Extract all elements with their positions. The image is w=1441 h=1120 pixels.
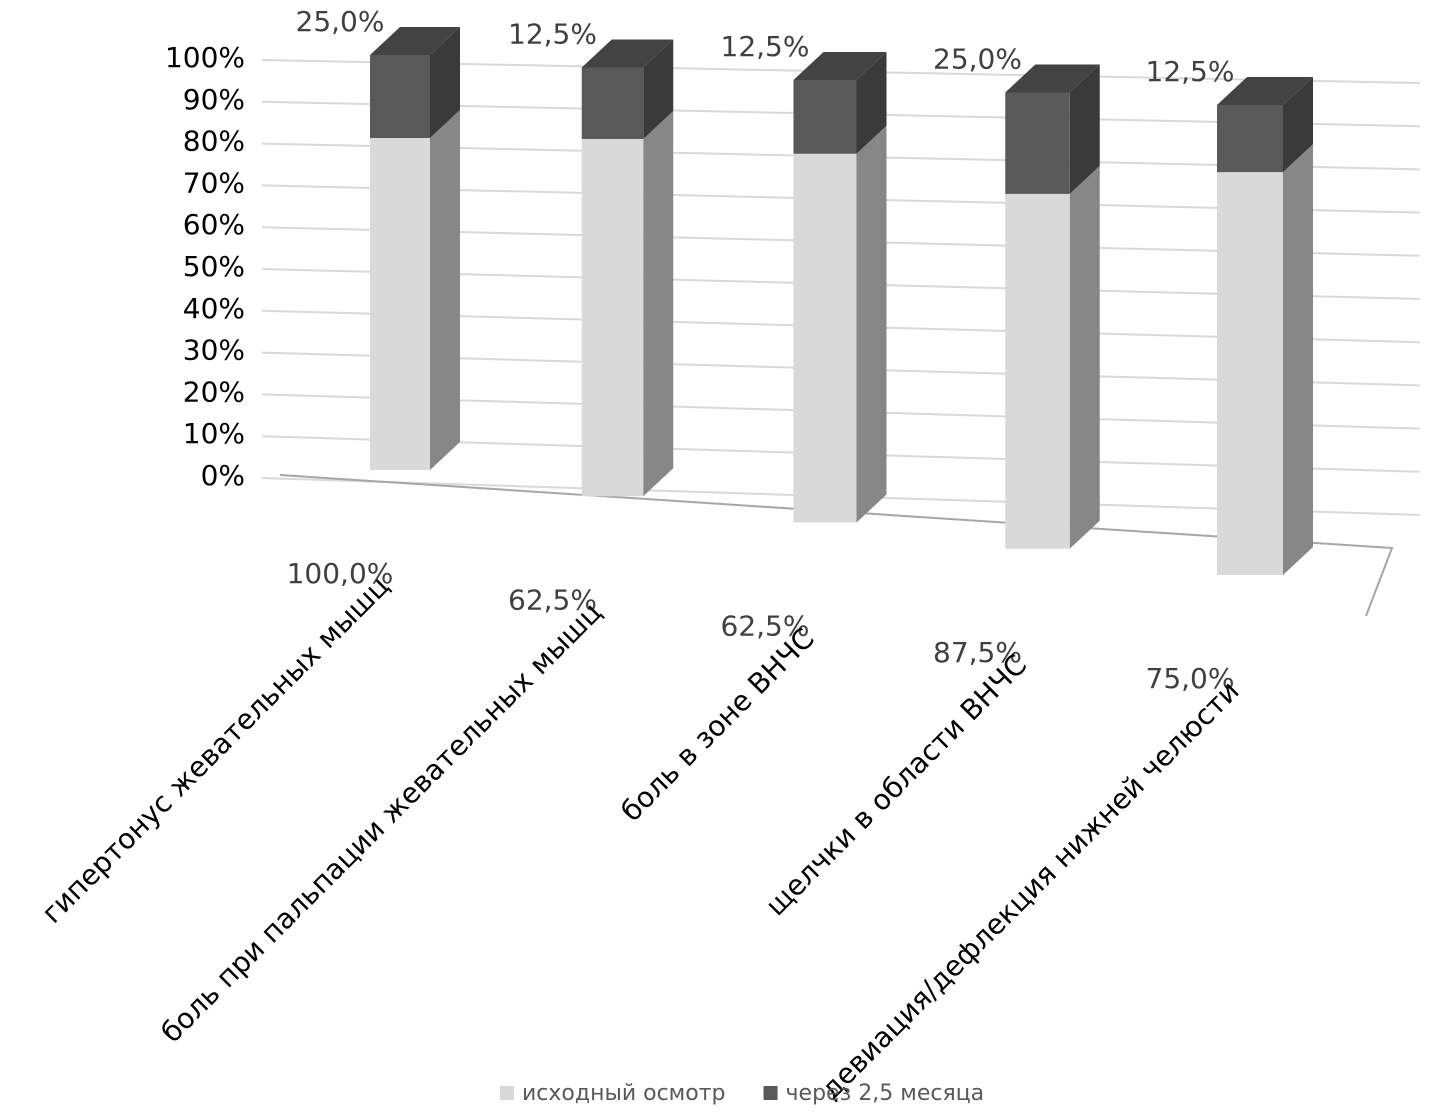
y-tick-label: 50% xyxy=(183,250,245,283)
y-tick-label: 60% xyxy=(183,208,245,241)
bar-side xyxy=(1069,165,1100,549)
x-tick-label: боль в зоне ВНЧС xyxy=(614,622,820,828)
value-label: 87,5% xyxy=(933,636,1022,669)
x-tick-label: боль при пальпации жевательных мышц xyxy=(155,596,609,1050)
x-tick-label: девиация/дефлекция нижней челюсти xyxy=(814,674,1245,1105)
y-tick-label: 40% xyxy=(183,292,245,325)
y-tick-label: 20% xyxy=(183,375,245,408)
bar-top xyxy=(1005,64,1100,93)
y-tick-label: 0% xyxy=(201,459,245,492)
bar xyxy=(581,138,644,497)
legend-label: через 2,5 месяца xyxy=(786,1081,985,1106)
legend-swatch xyxy=(500,1086,514,1100)
bar-top xyxy=(793,52,887,80)
bar-side xyxy=(643,39,674,139)
bar-side xyxy=(1283,77,1313,173)
bar-side xyxy=(430,110,460,470)
bar xyxy=(793,80,857,154)
value-label: 12,5% xyxy=(1146,55,1235,88)
value-label: 25,0% xyxy=(933,43,1022,76)
bar-top xyxy=(581,39,674,68)
bar-side xyxy=(430,27,460,138)
x-tick-label: щелчки в области ВНЧС xyxy=(759,648,1033,922)
bar-side xyxy=(643,110,674,497)
bar xyxy=(370,138,430,470)
floor xyxy=(279,474,1394,617)
value-label: 12,5% xyxy=(508,18,597,51)
value-label: 100,0% xyxy=(287,557,394,590)
y-tick-label: 30% xyxy=(183,334,245,367)
bar xyxy=(581,67,644,139)
bar-top xyxy=(1217,77,1313,105)
y-tick-label: 100% xyxy=(165,41,245,74)
value-label: 62,5% xyxy=(721,610,810,643)
y-tick-label: 80% xyxy=(183,125,245,158)
bar-side xyxy=(856,125,887,523)
bar xyxy=(1217,105,1283,173)
y-tick-label: 90% xyxy=(183,83,245,116)
bar xyxy=(1005,193,1070,549)
value-label: 62,5% xyxy=(508,583,597,616)
value-label: 12,5% xyxy=(721,30,810,63)
bar-side xyxy=(856,52,887,154)
y-tick-label: 70% xyxy=(183,166,245,199)
bar-side xyxy=(1069,64,1100,194)
value-label: 25,0% xyxy=(296,5,385,38)
bar xyxy=(370,55,430,138)
bar-top xyxy=(370,27,460,55)
bar-side xyxy=(1283,144,1313,575)
bar xyxy=(793,153,857,523)
legend-swatch xyxy=(763,1086,778,1100)
legend-label: исходный осмотр xyxy=(522,1081,726,1106)
bar xyxy=(1005,92,1070,194)
y-tick-label: 10% xyxy=(183,417,245,450)
bar xyxy=(1217,172,1283,575)
value-label: 75,0% xyxy=(1146,662,1235,695)
